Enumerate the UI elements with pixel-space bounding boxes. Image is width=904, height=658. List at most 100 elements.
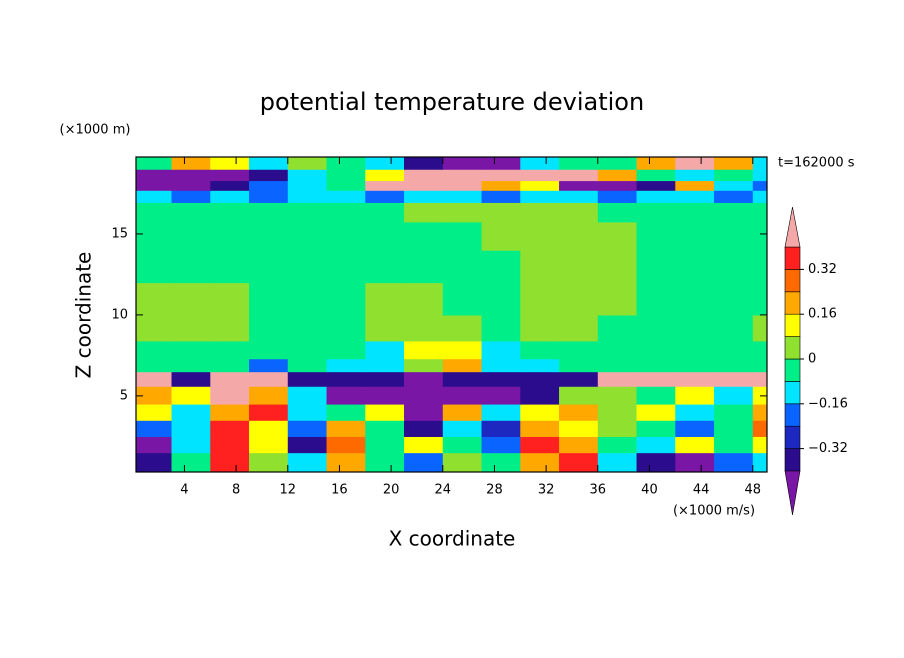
contour-cell xyxy=(481,282,521,316)
contour-cell xyxy=(210,202,250,223)
contour-cell xyxy=(752,403,767,421)
contour-cell xyxy=(136,386,173,405)
colorbar-tick-label: −0.32 xyxy=(808,441,848,456)
contour-cell xyxy=(675,452,715,472)
contour-cell xyxy=(136,452,173,472)
contour-cell xyxy=(210,340,250,360)
contour-cell xyxy=(287,340,328,360)
contour-cell xyxy=(171,180,211,191)
contour-cell xyxy=(136,340,173,360)
contour-cell xyxy=(675,221,715,251)
contour-cell xyxy=(752,180,767,191)
contour-cell xyxy=(326,340,366,360)
contour-cell xyxy=(675,190,715,203)
contour-cell xyxy=(481,403,521,421)
contour-cell xyxy=(559,180,599,191)
contour-cell xyxy=(636,420,676,437)
contour-cell xyxy=(752,386,767,405)
contour-cell xyxy=(442,157,483,170)
contour-cell xyxy=(597,282,638,316)
contour-cell xyxy=(136,190,173,203)
colorbar-box xyxy=(784,336,801,360)
contour-cell xyxy=(404,403,444,421)
contour-cell xyxy=(442,250,483,284)
contour-cell xyxy=(636,340,676,360)
colorbar-box xyxy=(784,425,801,449)
contour-cell xyxy=(675,340,715,360)
contour-cell xyxy=(171,202,211,223)
contour-cell xyxy=(636,169,676,182)
x-tick-label: 32 xyxy=(538,483,555,498)
contour-cell xyxy=(559,386,599,405)
contour-cell xyxy=(365,282,405,316)
contour-cell xyxy=(636,358,676,373)
contour-cell xyxy=(597,358,638,373)
contour-cell xyxy=(714,436,754,454)
x-tick-label: 48 xyxy=(745,483,762,498)
contour-cell xyxy=(520,202,560,223)
contour-cell xyxy=(559,371,599,387)
contour-cell xyxy=(249,250,289,284)
contour-cell xyxy=(136,436,173,454)
contour-cell xyxy=(171,340,211,360)
colorbar-tick-label: 0 xyxy=(808,352,816,367)
colorbar-tick-label: 0.32 xyxy=(808,262,837,277)
contour-cell xyxy=(675,180,715,191)
contour-cell xyxy=(752,250,767,284)
contour-cell xyxy=(481,436,521,454)
contour-cell xyxy=(481,452,521,472)
x-tick-label: 24 xyxy=(435,483,452,498)
contour-cell xyxy=(559,190,599,203)
contour-cell xyxy=(520,340,560,360)
contour-cell xyxy=(249,314,289,342)
contour-cell xyxy=(752,452,767,472)
contour-cell xyxy=(442,358,483,373)
contour-cell xyxy=(210,371,250,387)
contour-cell xyxy=(287,157,328,170)
contour-cell xyxy=(559,282,599,316)
contour-cell xyxy=(636,190,676,203)
contour-cell xyxy=(210,358,250,373)
colorbar-box xyxy=(784,246,801,270)
contour-cell xyxy=(210,403,250,421)
contour-cell xyxy=(675,314,715,342)
contour-cell xyxy=(442,169,483,182)
contour-cell xyxy=(520,371,560,387)
contour-cell xyxy=(249,190,289,203)
contour-cell xyxy=(171,420,211,437)
contour-cell xyxy=(136,371,173,387)
x-unit: (×1000 m/s) xyxy=(673,504,755,519)
contour-cell xyxy=(171,452,211,472)
colorbar-box xyxy=(784,448,801,472)
contour-cell xyxy=(210,190,250,203)
contour-cell xyxy=(559,221,599,251)
contour-cell xyxy=(365,169,405,182)
x-tick-label: 36 xyxy=(590,483,607,498)
contour-cell xyxy=(714,169,754,182)
contour-cell xyxy=(326,190,366,203)
contour-cell xyxy=(597,420,638,437)
contour-cell xyxy=(442,386,483,405)
contour-cell xyxy=(404,169,444,182)
contour-cell xyxy=(597,157,638,170)
contour-cell xyxy=(559,169,599,182)
contour-cell xyxy=(287,180,328,191)
contour-cell xyxy=(171,282,211,316)
contour-cell xyxy=(597,436,638,454)
contour-cell xyxy=(520,403,560,421)
contour-cell xyxy=(365,403,405,421)
contour-cell xyxy=(136,169,173,182)
contour-cell xyxy=(481,358,521,373)
contour-cell xyxy=(752,314,767,342)
contour-cell xyxy=(675,436,715,454)
contour-cell xyxy=(559,250,599,284)
contour-cell xyxy=(287,386,328,405)
contour-cell xyxy=(752,436,767,454)
contour-cell xyxy=(520,190,560,203)
contour-cell xyxy=(171,314,211,342)
contour-cell xyxy=(481,420,521,437)
contour-cell xyxy=(520,358,560,373)
contour-cell xyxy=(326,169,366,182)
annotation: t=162000 s xyxy=(778,156,855,171)
